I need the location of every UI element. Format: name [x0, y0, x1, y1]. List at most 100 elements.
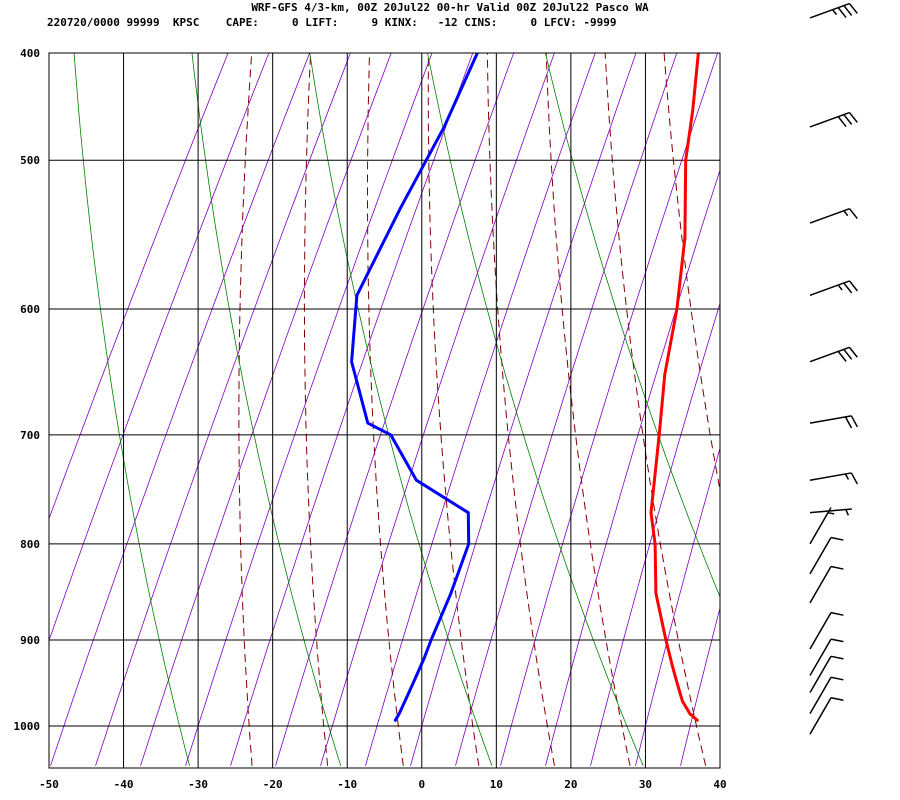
wind-barb-staff	[809, 415, 852, 424]
wind-barb-staff	[809, 537, 832, 575]
chart-header-line2: 220720/0000 99999 KPSC CAPE: 0 LIFT: 9 K…	[47, 16, 617, 29]
wind-barb	[809, 472, 859, 485]
x-tick-label: 10	[490, 778, 503, 791]
x-tick-label: -10	[337, 778, 357, 791]
temperature-profile-line	[649, 53, 700, 722]
moist-adiabat	[410, 53, 637, 766]
dry-adiabat	[827, 0, 900, 766]
moist-adiabat	[680, 606, 720, 766]
wind-barb-feather	[830, 655, 844, 660]
moist-adiabat	[140, 53, 392, 766]
background-lines	[0, 0, 900, 766]
wind-barb-staff	[809, 676, 832, 715]
wind-barb-feather	[843, 348, 853, 360]
moist-adiabat	[726, 0, 900, 766]
wind-barb	[809, 697, 844, 735]
wind-barb-feather	[830, 536, 844, 541]
wind-barb	[809, 507, 835, 545]
wind-barb	[809, 676, 844, 715]
y-tick-label: 1000	[14, 720, 41, 733]
dry-adiabat	[486, 53, 555, 766]
wind-barb-half-feather	[831, 9, 838, 16]
wind-barb-staff	[809, 111, 850, 128]
mixing-ratio-line	[427, 53, 644, 766]
wind-barb	[809, 508, 852, 516]
y-tick-label: 400	[20, 47, 40, 60]
dry-adiabat	[427, 53, 480, 766]
x-tick-label: -30	[188, 778, 208, 791]
x-tick-label: 20	[564, 778, 577, 791]
wind-barb-staff	[809, 207, 850, 224]
x-tick-label: -50	[39, 778, 59, 791]
moist-adiabat	[49, 53, 270, 642]
wind-barb-feather	[848, 208, 858, 220]
wind-barb-feather	[848, 346, 858, 358]
dry-adiabat	[713, 0, 857, 766]
dewpoint-profile-line	[350, 53, 479, 722]
chart-header-line1: WRF-GFS 4/3-km, 00Z 20Jul22 00-hr Valid …	[251, 1, 649, 14]
wind-barb-feather	[848, 112, 858, 123]
axis-ticks: -50 -40 -30 -20 -10 0 10 20 30 40 400 500 600 700 800 9…	[14, 47, 727, 791]
wind-barb-half-feather	[844, 473, 850, 480]
wind-barbs	[809, 2, 859, 735]
wind-barb	[809, 536, 844, 575]
moist-adiabat	[545, 168, 720, 766]
dry-adiabat	[303, 53, 329, 766]
y-tick-label: 500	[20, 154, 40, 167]
moist-adiabat	[590, 302, 720, 766]
wind-barb-half-feather	[843, 210, 849, 217]
wind-barb	[809, 655, 844, 694]
profile-series	[350, 53, 700, 722]
dry-adiabat	[545, 53, 631, 766]
dry-adiabat	[770, 0, 900, 766]
y-tick-label: 600	[20, 303, 40, 316]
wind-barb	[809, 415, 859, 429]
wind-barb-staff	[809, 507, 832, 545]
x-tick-label: -40	[114, 778, 134, 791]
x-tick-label: 0	[418, 778, 425, 791]
mixing-ratio-line	[191, 53, 342, 766]
moist-adiabat	[635, 446, 720, 766]
wind-barb-staff	[809, 508, 852, 514]
moist-adiabat	[365, 53, 596, 766]
wind-barb	[809, 2, 858, 19]
wind-barb	[809, 346, 858, 363]
wind-barb-staff	[809, 280, 850, 297]
moist-adiabat	[185, 53, 433, 766]
wind-barb	[809, 638, 844, 676]
moist-adiabat	[861, 0, 900, 766]
moist-adiabat	[95, 53, 351, 766]
mixing-ratio-line	[0, 0, 38, 766]
wind-barb-feather	[837, 350, 847, 362]
wind-barb-feather	[837, 7, 847, 19]
wind-barb-feather	[830, 565, 844, 570]
plot-frame	[48, 52, 721, 769]
wind-barb-feather	[850, 415, 859, 428]
moist-adiabat	[771, 0, 900, 766]
wind-barb-half-feather	[837, 284, 843, 291]
wind-barb-staff	[809, 612, 832, 650]
mixing-ratio-line	[73, 53, 190, 766]
wind-barb-feather	[848, 3, 858, 14]
wind-barb-staff	[809, 346, 850, 363]
wind-barb-feather	[843, 282, 853, 294]
wind-barb-feather	[830, 697, 844, 702]
x-tick-label: 40	[713, 778, 726, 791]
dry-adiabat	[663, 53, 720, 493]
moist-adiabat	[455, 53, 678, 766]
moist-adiabat	[816, 0, 900, 766]
wind-barb-feather	[837, 116, 847, 128]
wind-barb-half-feather	[827, 511, 835, 515]
wind-barb-feather	[850, 472, 859, 485]
wind-barb-feather	[844, 416, 853, 429]
wind-barb-staff	[809, 472, 852, 481]
wind-barb-staff	[809, 2, 850, 19]
x-tick-label: 30	[639, 778, 652, 791]
wind-barb	[809, 280, 858, 297]
wind-barb-staff	[809, 638, 832, 676]
wind-barb-feather	[830, 676, 844, 681]
dry-adiabat	[238, 53, 253, 766]
moist-adiabat	[50, 53, 311, 766]
wind-barb-staff	[809, 697, 832, 735]
